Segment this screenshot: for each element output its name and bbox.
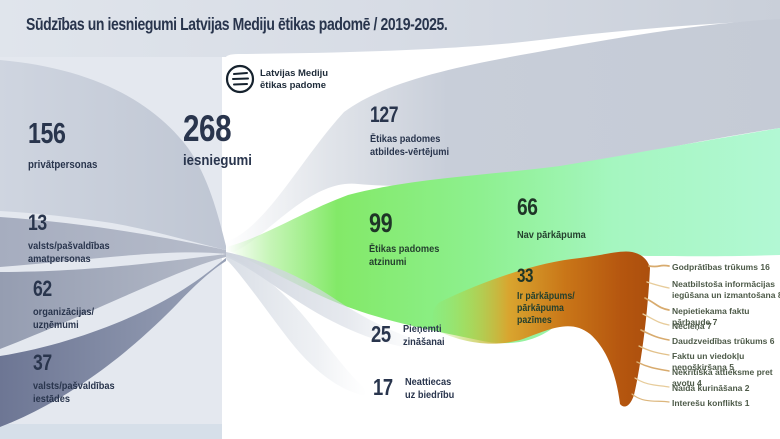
flow-atzinumi	[226, 128, 780, 344]
flow-atbildes-vertejumi	[226, 19, 780, 254]
violation-item: Nepietiekama faktu pārbaude 7	[672, 306, 750, 328]
violation-strands	[631, 264, 670, 403]
violation-item: Neatbilstoša informācijas iegūšana un iz…	[672, 279, 780, 301]
violation-item: Daudzveidības trūkums 6	[672, 336, 775, 346]
violation-item: Faktu un viedokļu nenošķiršana 5	[672, 351, 745, 373]
node-amatpersonas: 13 valsts/pašvaldības amatpersonas	[28, 210, 110, 265]
top-strip	[0, 0, 780, 57]
violation-item: Godprātības trūkums 16	[672, 262, 770, 272]
flow-privatpersonas	[0, 60, 226, 250]
logo-text: Latvijas Mediju ētikas padome	[260, 68, 329, 91]
node-atzinumi: 99 Ētikas padomes atzinumi	[369, 208, 440, 268]
node-iestades: 37 valsts/pašvaldības iestādes	[33, 350, 115, 405]
node-nav-parkapuma: 66 Nav pārkāpuma	[517, 194, 586, 242]
node-neattiecas: 17 Neattiecas uz biedrību	[373, 374, 454, 401]
node-organizacijas: 62 organizācijas/ uzņēmumi	[33, 276, 95, 331]
violation-item: Necieņa 7	[672, 321, 712, 331]
flow-ir-parkapums	[432, 251, 650, 407]
node-pienemti: 25 Pieņemti zināšanai	[371, 321, 445, 348]
flow-neattiecas	[226, 255, 367, 396]
violation-item: Nekritiska attieksme pret avotu 4	[672, 367, 773, 389]
node-ir-parkapums: 33 Ir pārkāpums/ pārkāpuma pazīmes	[517, 266, 575, 326]
bottom-left-strip	[0, 424, 222, 439]
violation-item: Interešu konflikts 1	[672, 398, 750, 408]
flow-amatpersonas	[0, 217, 226, 267]
node-privatpersonas: 156 privātpersonas	[28, 118, 98, 172]
page-title: Sūdzības un iesniegumi Latvijas Mediju ē…	[26, 14, 448, 34]
logo-icon	[225, 64, 255, 94]
violation-item: Naida kurināšana 2	[672, 383, 750, 393]
node-total: 268 iesniegumi	[183, 108, 252, 169]
flow-organizacijas	[0, 254, 226, 349]
node-atbildes-vertejumi: 127 Ētikas padomes atbildes-vērtējumi	[370, 102, 450, 158]
flow-pienemti-zinasanai	[226, 252, 426, 350]
flow-iestades	[0, 258, 226, 427]
